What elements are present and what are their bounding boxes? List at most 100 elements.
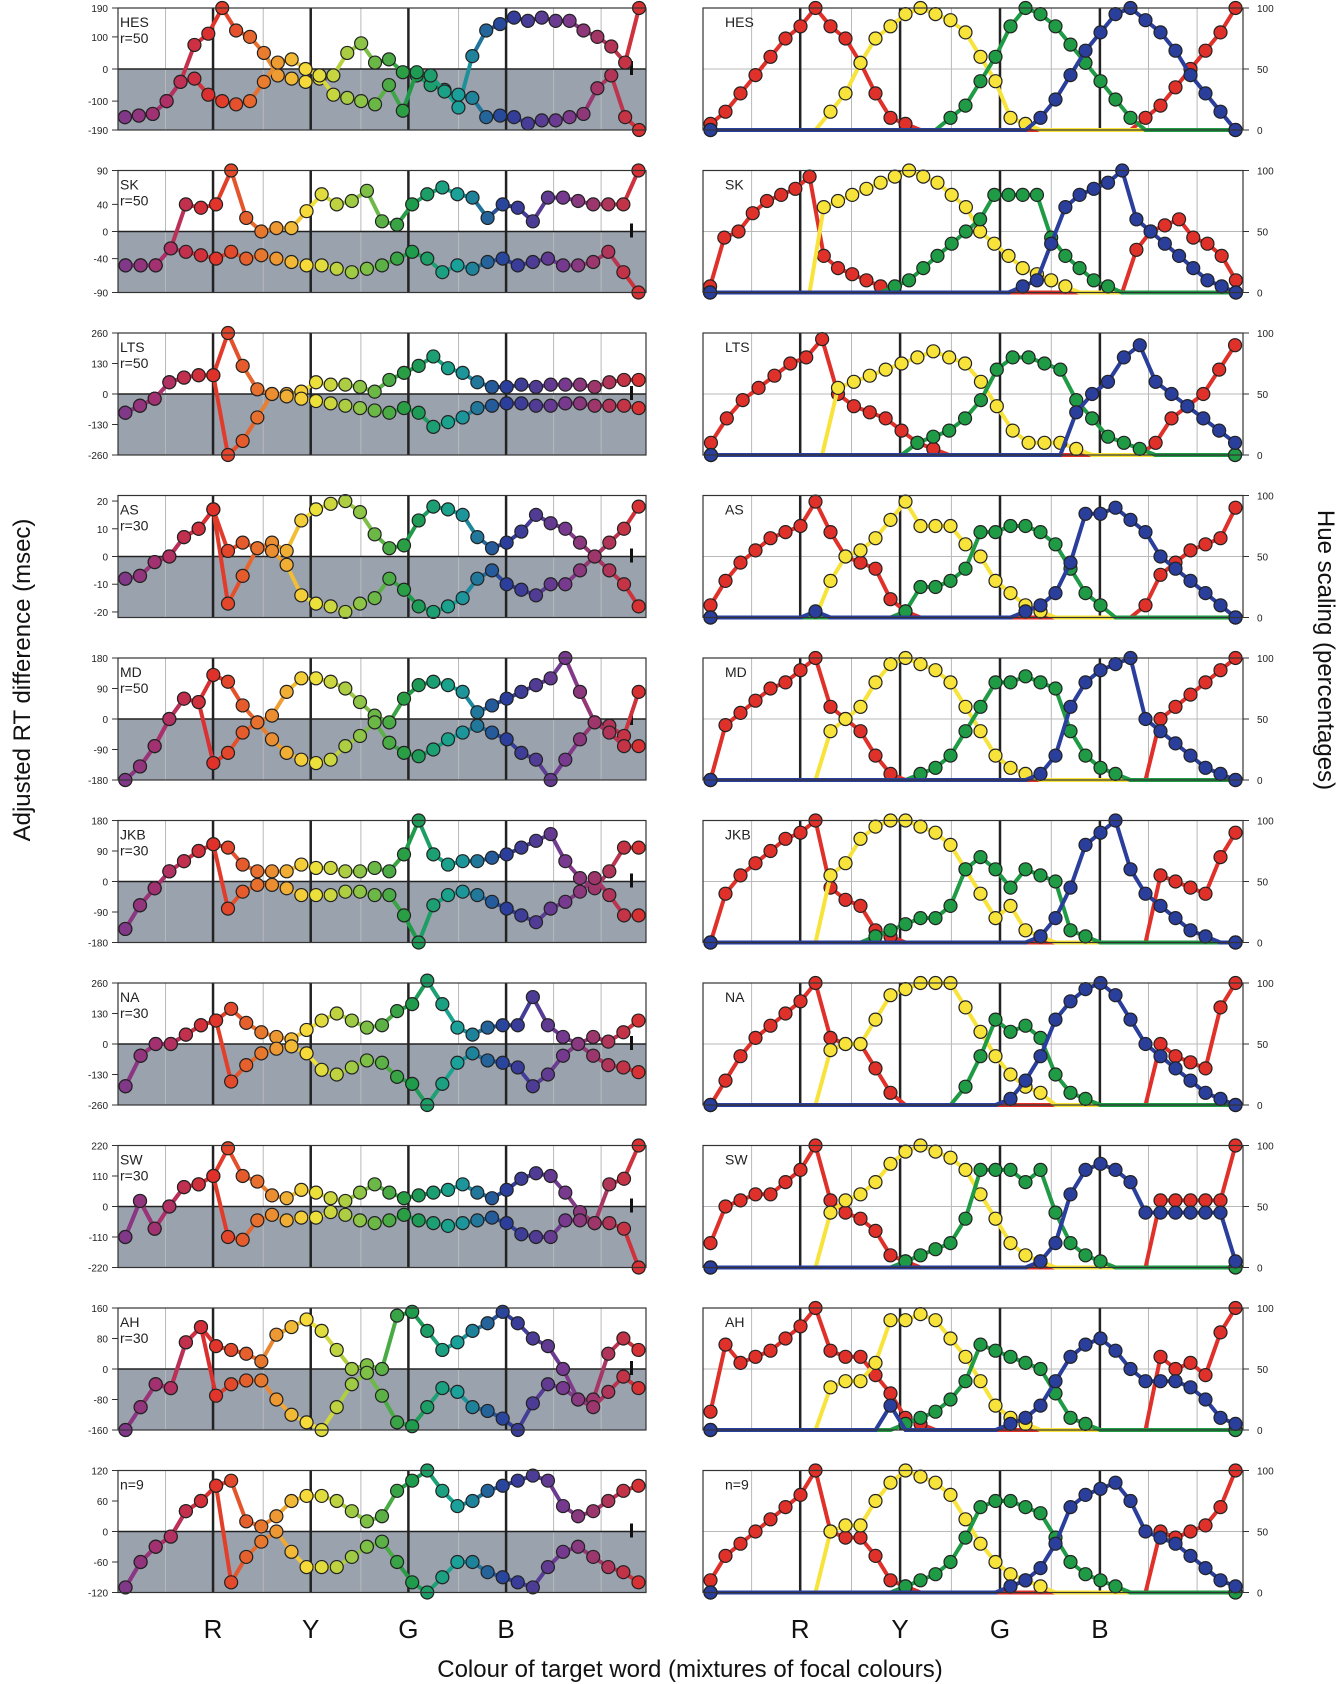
data-point xyxy=(470,1185,485,1200)
data-point xyxy=(480,1403,495,1419)
data-point xyxy=(455,507,470,523)
data-point xyxy=(426,499,441,514)
data-point xyxy=(1138,1205,1153,1220)
data-point xyxy=(1078,1162,1093,1178)
data-point xyxy=(830,380,846,395)
data-point xyxy=(1123,862,1138,877)
data-point xyxy=(1227,338,1243,353)
data-point xyxy=(239,251,254,266)
data-point xyxy=(528,379,544,395)
data-point xyxy=(853,699,868,714)
data-point xyxy=(480,1053,495,1068)
data-point xyxy=(1200,273,1215,288)
data-point xyxy=(323,860,338,876)
data-point xyxy=(329,1400,344,1415)
data-point xyxy=(239,1058,254,1073)
data-point xyxy=(973,1374,988,1389)
data-point xyxy=(898,1144,913,1159)
data-point xyxy=(718,104,733,119)
data-point xyxy=(1171,212,1187,227)
data-point xyxy=(191,368,206,383)
data-point xyxy=(1228,273,1243,288)
y-tick-label: 100 xyxy=(1257,979,1274,990)
data-point xyxy=(830,193,846,209)
data-point xyxy=(396,365,412,380)
data-point xyxy=(1132,441,1147,456)
y-tick-label: 0 xyxy=(1257,1264,1263,1275)
data-point xyxy=(763,1343,778,1358)
data-point xyxy=(868,1061,883,1076)
data-point xyxy=(352,728,368,744)
subject-label: NA xyxy=(120,989,140,1005)
series-segment xyxy=(1143,873,1163,945)
data-point xyxy=(314,1559,329,1575)
data-point xyxy=(176,691,192,706)
data-point xyxy=(1138,524,1153,540)
data-point xyxy=(1005,423,1020,438)
data-point xyxy=(1048,748,1063,763)
data-point xyxy=(118,921,133,937)
data-point xyxy=(279,543,294,559)
data-point xyxy=(748,1187,763,1202)
data-point xyxy=(815,332,830,347)
data-point xyxy=(883,1085,898,1100)
data-point xyxy=(352,694,368,710)
data-point xyxy=(778,831,793,846)
data-point xyxy=(1003,1024,1018,1039)
data-point xyxy=(943,1487,958,1503)
hue-panel-JKB: 100 50 0 JKB xyxy=(702,813,1274,950)
data-point xyxy=(191,521,206,536)
data-point xyxy=(455,590,470,606)
data-point xyxy=(1168,1193,1183,1208)
panel-frame xyxy=(702,332,1244,456)
data-point xyxy=(299,1559,314,1575)
subject-label: HES xyxy=(725,14,754,30)
data-point xyxy=(470,529,485,545)
data-point xyxy=(1123,1174,1138,1190)
data-point xyxy=(590,29,605,44)
data-point xyxy=(1063,1235,1078,1251)
data-point xyxy=(1213,1499,1228,1515)
data-point xyxy=(163,1036,178,1052)
correlation-label: r=50 xyxy=(120,193,149,209)
data-point xyxy=(1148,435,1163,450)
data-point xyxy=(1048,19,1063,34)
data-point xyxy=(1003,1567,1018,1582)
data-point xyxy=(162,375,177,390)
series-segment xyxy=(1143,1354,1163,1432)
data-point xyxy=(748,856,763,871)
data-point xyxy=(455,365,470,380)
correlation-label: r=50 xyxy=(120,30,149,46)
data-point xyxy=(823,1343,838,1358)
data-point xyxy=(465,190,480,205)
data-point xyxy=(329,1006,344,1021)
data-point xyxy=(254,1354,269,1369)
data-point xyxy=(910,435,925,450)
data-point xyxy=(499,1216,514,1231)
data-point xyxy=(816,248,831,263)
data-point xyxy=(299,1312,314,1327)
series-segment xyxy=(813,1468,833,1534)
data-point xyxy=(344,1060,359,1075)
data-point xyxy=(838,86,853,101)
data-point xyxy=(853,724,868,739)
data-point xyxy=(540,1559,556,1575)
y-tick-label: 0 xyxy=(1257,1426,1263,1437)
y-tick-label: 50 xyxy=(1257,1365,1269,1376)
data-point xyxy=(215,94,230,109)
data-point xyxy=(783,356,798,371)
data-point xyxy=(718,1337,733,1352)
data-point xyxy=(616,577,632,592)
data-point xyxy=(235,698,250,713)
data-point xyxy=(450,1384,465,1399)
data-point xyxy=(1078,675,1093,690)
data-point xyxy=(352,864,368,879)
panel-frame xyxy=(702,169,1244,294)
data-point xyxy=(1048,537,1063,552)
data-point xyxy=(338,681,353,696)
data-point xyxy=(1048,92,1063,107)
data-point xyxy=(264,877,280,892)
data-point xyxy=(1129,212,1144,227)
data-point xyxy=(1183,573,1198,589)
data-point xyxy=(823,1205,838,1220)
